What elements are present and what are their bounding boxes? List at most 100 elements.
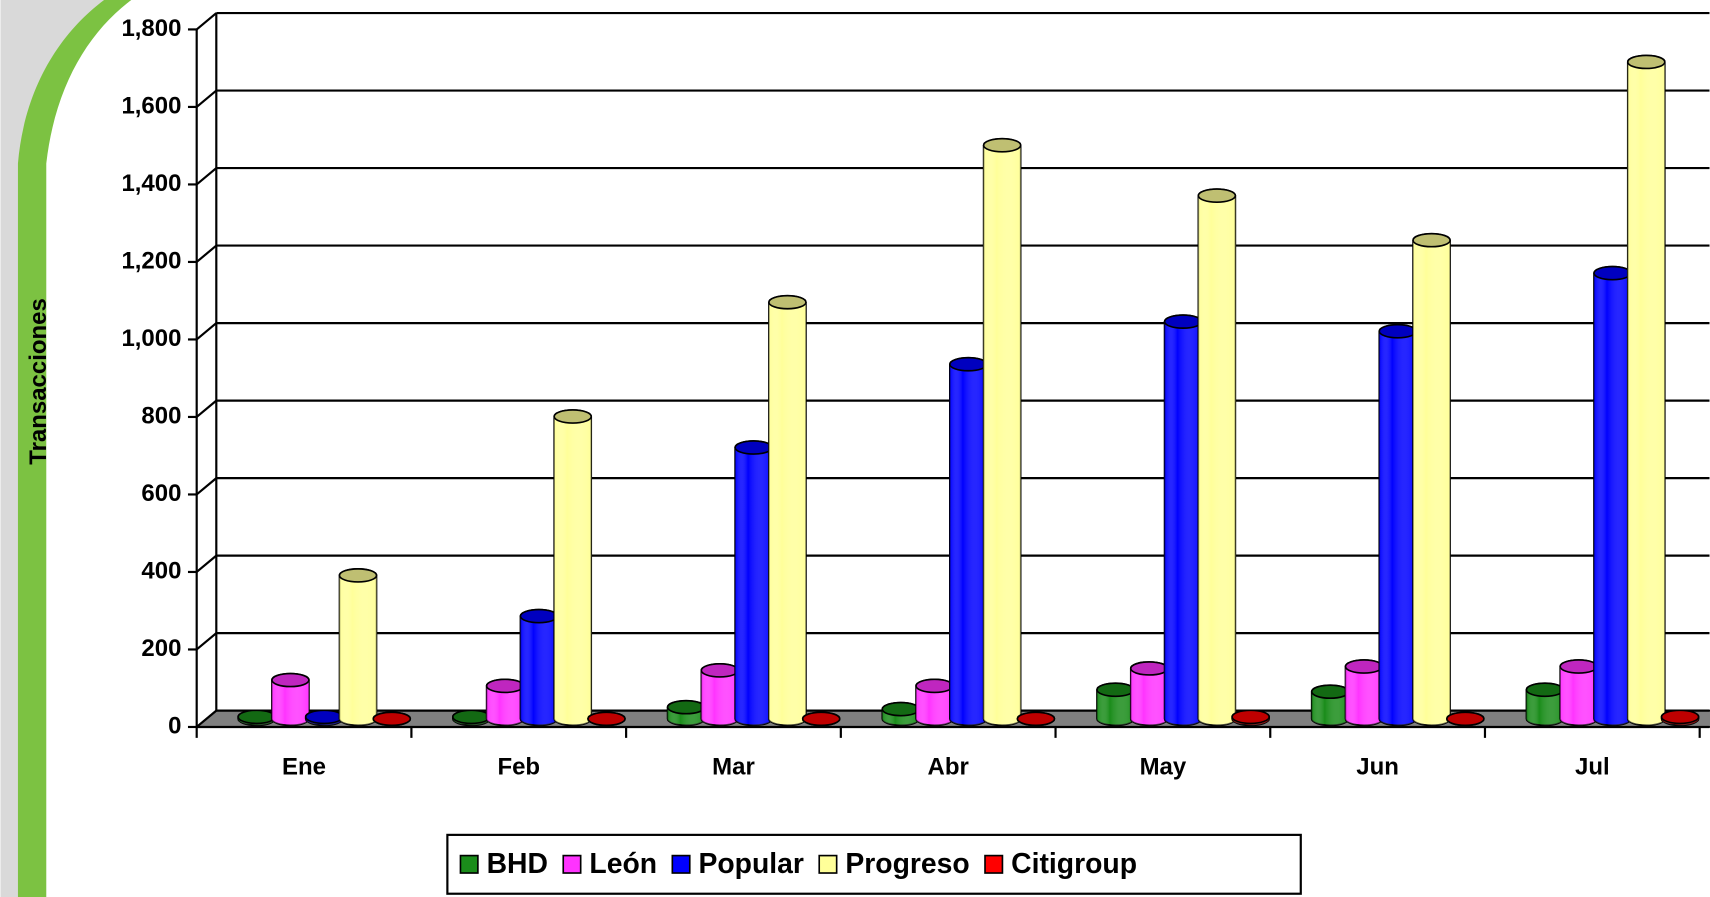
bar (1559, 659, 1599, 727)
bar-top (1446, 711, 1485, 727)
bar (587, 711, 626, 727)
decor-swoosh (17, 0, 132, 897)
grid-side (195, 12, 218, 31)
bar-top-shade (1198, 189, 1236, 203)
bar-top-shade (916, 679, 954, 693)
bar-shine (339, 568, 377, 726)
bar-top (1197, 188, 1237, 203)
bar (881, 701, 921, 727)
bar-top-shade (949, 357, 987, 371)
bar (338, 568, 378, 727)
y-axis-title: Transacciones (25, 298, 52, 465)
x-tick-label: Jun (1356, 754, 1399, 781)
bar-shine (554, 409, 592, 726)
bar-top (1626, 54, 1666, 70)
bar-shine (735, 440, 773, 726)
legend-items: BHD León Popular Progreso Citigroup (459, 848, 1137, 880)
bar-top-shade (486, 679, 524, 693)
grid-side (195, 167, 218, 186)
y-tick-label: 600 (141, 480, 181, 507)
y-tick-label: 0 (168, 712, 181, 739)
bar-top-shade (1311, 685, 1349, 699)
bar (734, 440, 773, 727)
bar-shine (520, 609, 558, 726)
y-tick-label: 1,800 (121, 15, 181, 42)
bar-shine (1413, 233, 1451, 726)
bar (1626, 54, 1666, 727)
bar-top-shade (768, 295, 806, 309)
grid-side (195, 399, 218, 418)
bar-top-shade (1526, 683, 1564, 697)
bar-shine (1379, 324, 1417, 726)
bar (666, 699, 706, 727)
bar-top-shade (587, 712, 626, 726)
bar-top-shade (1446, 712, 1484, 726)
bar-shine (768, 295, 806, 726)
bar-top-shade (1627, 55, 1665, 69)
bar (1129, 661, 1169, 727)
bar-top-shade (1130, 661, 1168, 675)
bar-top-shade (1379, 324, 1417, 338)
x-tick-label: Jul (1575, 754, 1610, 781)
bar-shine (1130, 661, 1168, 726)
bar (1096, 682, 1135, 727)
bar (1197, 188, 1237, 727)
y-tick-label: 200 (141, 635, 181, 662)
x-tick-label: Abr (928, 754, 969, 781)
bar-top-shade (452, 710, 490, 724)
bar-top-shade (1661, 710, 1699, 724)
legend-swatch (818, 854, 838, 874)
bar-top (587, 711, 626, 727)
grid-side (195, 244, 218, 263)
bar (768, 294, 807, 727)
bar (1016, 711, 1056, 727)
bar-top (271, 672, 310, 688)
bar-top-shade (271, 673, 309, 687)
bar-top-shade (1560, 659, 1598, 674)
x-tick-label: Feb (497, 754, 540, 781)
legend-label: Popular (698, 848, 803, 880)
bar-top-shade (1232, 710, 1270, 724)
y-tick-label: 400 (141, 557, 181, 584)
bar-shine (1593, 266, 1632, 726)
bar-top-shade (983, 138, 1021, 152)
legend-label: León (589, 848, 657, 880)
bar-top (1016, 711, 1056, 727)
bar (801, 711, 841, 727)
legend-swatch (562, 854, 582, 874)
bar (452, 709, 491, 727)
grid-side (195, 322, 218, 341)
grid-side (195, 709, 218, 728)
bar-top (338, 568, 378, 583)
bar-top (553, 409, 593, 424)
bar-shine (701, 663, 739, 726)
bar-shine (983, 138, 1021, 726)
legend-label: Citigroup (1011, 848, 1137, 880)
legend-swatch (459, 854, 479, 874)
bar (1310, 684, 1350, 727)
bar (700, 663, 740, 727)
bar (485, 678, 525, 727)
x-tick-label: Ene (282, 754, 326, 781)
bar-top-shade (554, 409, 592, 424)
bar-top-shade (1164, 315, 1202, 329)
bar-top-shade (735, 440, 773, 455)
bar (1344, 659, 1384, 727)
bar-top (372, 711, 412, 727)
bar-top (982, 137, 1022, 153)
bar (271, 672, 310, 727)
bar-top-shade (520, 609, 558, 623)
bar-shine (1560, 659, 1598, 726)
bar-top-shade (701, 663, 739, 677)
bar (553, 409, 593, 727)
legend-label: Progreso (845, 848, 969, 880)
bar (1525, 682, 1565, 727)
bar (915, 678, 954, 727)
plot-area: 0 200 400 600 800 1,000 1,200 1,400 1,600 1,800 En… (121, 11, 1710, 781)
bar (1231, 709, 1270, 727)
bar-shine (1198, 189, 1236, 726)
bar (1660, 709, 1700, 727)
bar-top-shade (1345, 659, 1383, 674)
bar (982, 137, 1022, 727)
bar-shine (949, 357, 987, 726)
